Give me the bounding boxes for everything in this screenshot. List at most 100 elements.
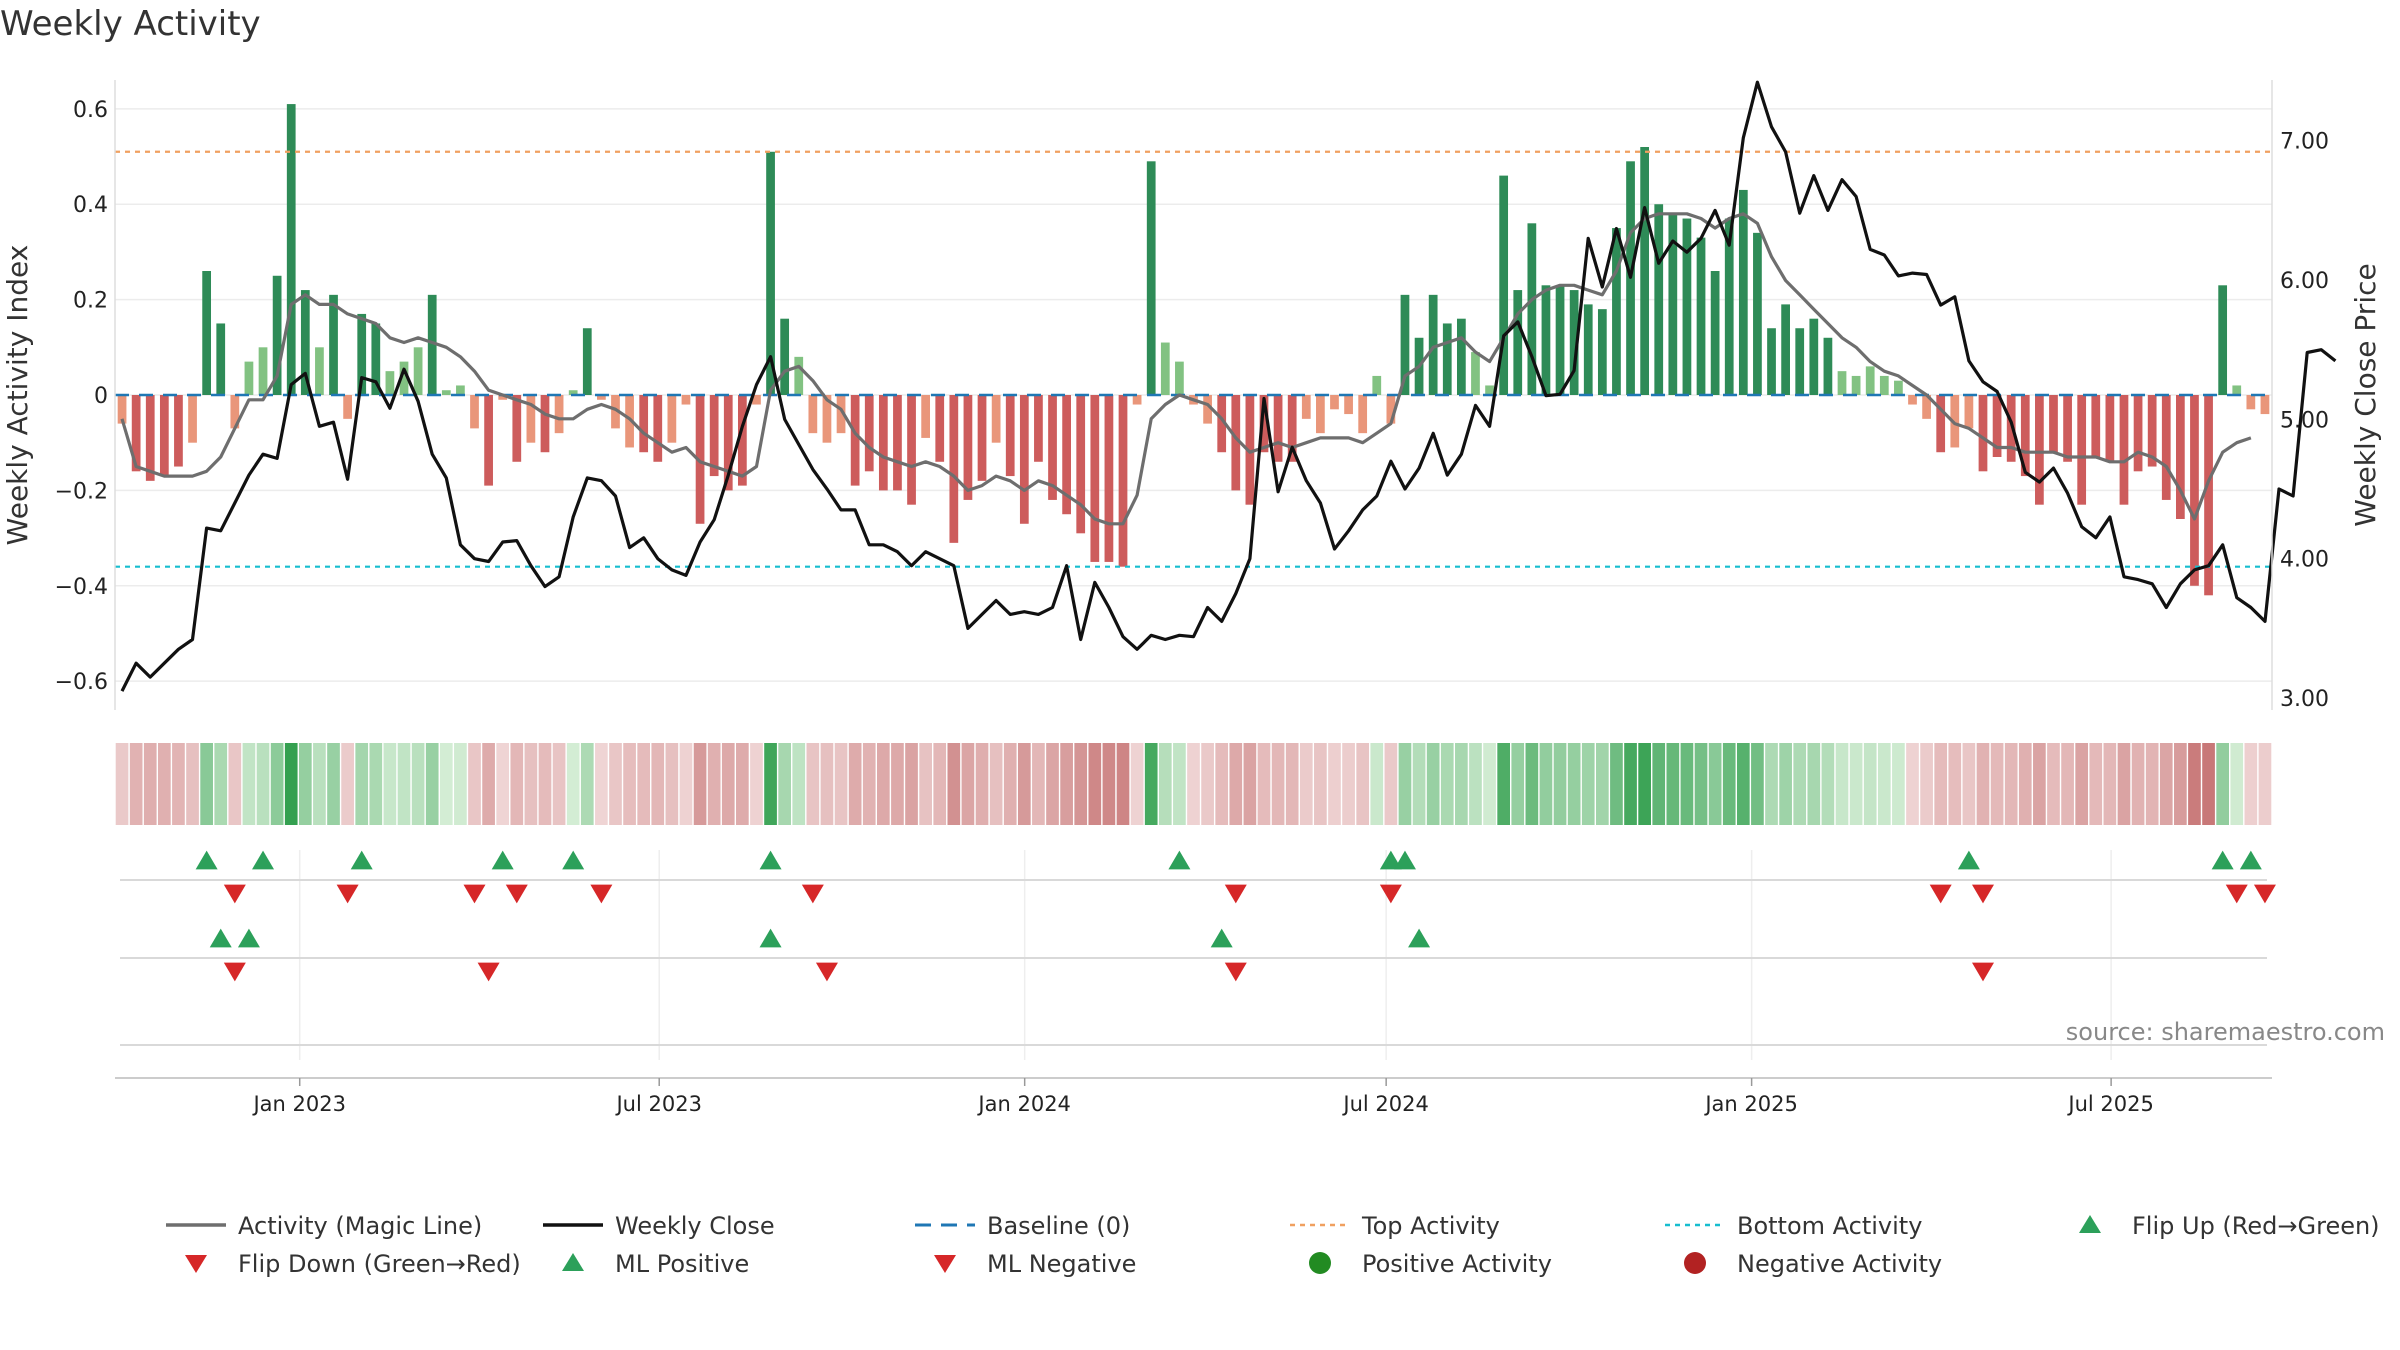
- date-tick-label: Jan 2025: [1703, 1092, 1798, 1116]
- activity-bar: [498, 395, 508, 400]
- flip-down-marker: [1929, 884, 1952, 904]
- activity-bar: [131, 395, 141, 472]
- flip-up-marker: [195, 850, 218, 870]
- left-tick-label: 0.6: [73, 98, 108, 123]
- heat-cell: [806, 743, 820, 825]
- activity-bar: [766, 151, 775, 395]
- activity-bar: [1287, 395, 1297, 462]
- source-label: source: sharemaestro.com: [2066, 1018, 2385, 1046]
- date-tick-label: Jan 2024: [976, 1092, 1071, 1116]
- heat-cell: [1342, 743, 1355, 825]
- activity-bar: [653, 395, 663, 462]
- heat-cell: [1765, 743, 1778, 825]
- ml-positive-marker: [209, 928, 232, 948]
- activity-bar: [1992, 395, 2002, 457]
- heat-cell: [2103, 743, 2117, 825]
- legend-triangle-up-icon: [562, 1253, 584, 1271]
- activity-bar: [1344, 395, 1353, 415]
- heat-cell: [1440, 743, 1454, 825]
- heat-cell: [947, 743, 961, 825]
- heat-cell: [1412, 743, 1426, 825]
- activity-bar: [1160, 342, 1170, 395]
- activity-bar: [1386, 395, 1396, 424]
- axes: 0.6 0.4 0.2 0 −0.2 −0.4 −0.6 7.00 6.00 5.00 4.00 3.…: [1, 80, 2382, 712]
- legend-label: Bottom Activity: [1737, 1212, 1922, 1240]
- activity-bar: [244, 361, 254, 395]
- flip-up-marker: [1168, 850, 1191, 870]
- activity-bar: [2147, 395, 2157, 467]
- heat-cell: [905, 743, 918, 825]
- legend-label: Flip Up (Red→Green): [2132, 1212, 2380, 1240]
- activity-bars: [117, 104, 2270, 596]
- heat-cell: [172, 743, 185, 825]
- left-tick-label: 0.2: [73, 289, 108, 314]
- heat-cell: [482, 743, 495, 825]
- legend-label: Flip Down (Green→Red): [238, 1250, 521, 1278]
- heat-cell: [552, 743, 566, 825]
- heat-cell: [327, 743, 340, 825]
- heat-cell: [778, 743, 792, 825]
- activity-bar: [1569, 290, 1579, 395]
- heat-cell: [595, 743, 608, 825]
- activity-bar: [794, 356, 804, 395]
- activity-bar: [230, 395, 240, 429]
- activity-bar: [441, 390, 451, 395]
- flip-down-marker: [505, 884, 528, 904]
- activity-bar: [1936, 395, 1946, 453]
- heat-cell: [1736, 743, 1750, 825]
- activity-bar: [1400, 294, 1410, 395]
- activity-bar: [1823, 337, 1833, 395]
- flip-up-marker: [491, 850, 514, 870]
- ml-negative-marker: [1224, 962, 1247, 982]
- heat-cell: [1060, 743, 1073, 825]
- heat-cell: [1356, 743, 1370, 825]
- activity-bar: [385, 371, 395, 395]
- flip-down-marker: [1379, 884, 1402, 904]
- activity-bar: [554, 395, 564, 434]
- legend-item: ML Positive: [562, 1250, 749, 1278]
- heat-cell: [693, 743, 707, 825]
- flip-up-marker: [350, 850, 373, 870]
- heat-cell: [1934, 743, 1948, 825]
- activity-bar: [1851, 375, 1861, 395]
- activity-bar: [667, 395, 677, 443]
- activity-bar: [1753, 232, 1762, 395]
- heat-cell: [1976, 743, 1990, 825]
- heat-cell: [1807, 743, 1821, 825]
- heat-cell: [792, 743, 806, 825]
- activity-bar: [963, 395, 973, 500]
- heat-cell: [355, 743, 369, 825]
- right-tick-label: 7.00: [2280, 130, 2329, 155]
- heat-cell: [764, 743, 777, 825]
- activity-bar: [1019, 395, 1029, 524]
- activity-bar: [413, 347, 423, 395]
- heat-cell: [1187, 743, 1200, 825]
- activity-bar: [2175, 395, 2185, 519]
- heat-cell: [1102, 743, 1116, 825]
- heat-cell: [1271, 743, 1285, 825]
- date-tick-label: Jul 2024: [1341, 1092, 1428, 1116]
- flip-up-marker: [252, 850, 275, 870]
- activity-bar: [1865, 366, 1875, 395]
- activity-bar: [1978, 395, 1988, 472]
- activity-bar: [2020, 395, 2030, 477]
- activity-bar: [2006, 395, 2016, 462]
- activity-bar: [1541, 285, 1551, 395]
- heat-cell: [1680, 743, 1694, 825]
- activity-bar: [1104, 395, 1114, 562]
- activity-bar: [977, 395, 987, 481]
- date-tick-label: Jul 2023: [614, 1092, 701, 1116]
- date-tick-label: Jan 2023: [251, 1092, 346, 1116]
- ml-negative-marker: [223, 962, 246, 982]
- activity-bar: [1837, 371, 1847, 395]
- activity-bar: [568, 390, 578, 395]
- activity-bar: [2049, 395, 2058, 453]
- activity-bar: [272, 275, 282, 395]
- heat-cell: [1553, 743, 1567, 825]
- heat-cell: [1328, 743, 1341, 825]
- activity-bar: [2077, 395, 2087, 505]
- legend-label: Negative Activity: [1737, 1250, 1942, 1278]
- activity-bar: [1696, 237, 1706, 395]
- heat-cell: [298, 743, 312, 825]
- flip-down-marker: [223, 884, 246, 904]
